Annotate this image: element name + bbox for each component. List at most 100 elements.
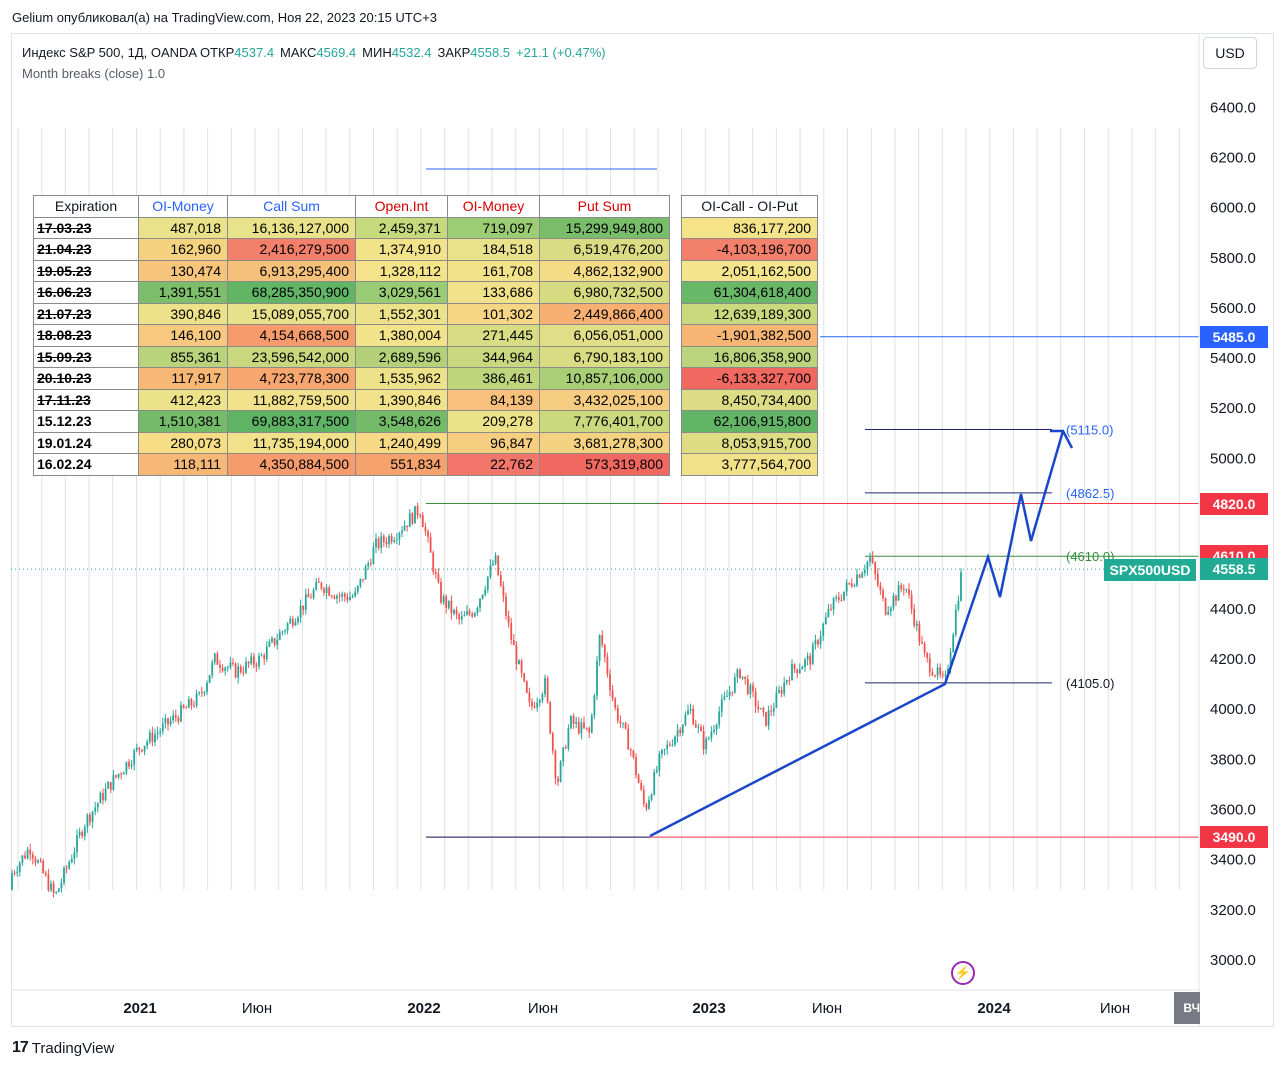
close-label: ЗАКР	[437, 45, 471, 60]
value-cell: 1,328,112	[355, 259, 448, 282]
candle-body	[791, 664, 793, 681]
brand-name: TradingView	[31, 1039, 115, 1057]
indicator-line[interactable]: Month breaks (close) 1.0	[22, 66, 166, 81]
candle-body	[55, 891, 58, 893]
price-tick-label: 4000.0	[1210, 701, 1256, 718]
candle-body	[16, 871, 19, 873]
candle-body	[702, 731, 705, 750]
candle-body	[793, 664, 796, 670]
candle-body	[343, 593, 346, 597]
value-cell: -1,901,382,500	[681, 324, 818, 347]
value-cell: 11,735,194,000	[227, 431, 356, 454]
candle-body	[583, 722, 585, 728]
value-cell: 16,136,127,000	[227, 216, 356, 239]
level-label: (4105.0)	[1066, 676, 1114, 691]
candle-body	[21, 855, 24, 863]
value-cell: 118,111	[138, 453, 228, 476]
candle-body	[843, 591, 845, 601]
candle-body	[68, 862, 71, 869]
candle-body	[806, 655, 809, 660]
candle-body	[798, 669, 801, 674]
candle-body	[50, 883, 52, 891]
candle-body	[575, 721, 578, 724]
candle-body	[944, 674, 947, 676]
value-cell: 3,548,626	[355, 410, 448, 433]
candle-body	[749, 685, 752, 695]
candle-body	[198, 692, 201, 694]
candle-body	[941, 674, 944, 676]
candle-body	[720, 699, 723, 712]
value-cell: 162,960	[138, 238, 228, 261]
candle-body	[31, 854, 34, 859]
chart-frame[interactable]	[11, 33, 1274, 1027]
candle-body	[512, 640, 515, 646]
candle-body	[393, 540, 396, 542]
candle-body	[845, 583, 848, 592]
candle-body	[666, 744, 669, 750]
value-cell: 4,723,778,300	[227, 367, 356, 390]
candle-body	[697, 726, 700, 728]
candle-body	[424, 526, 427, 532]
candle-body	[141, 749, 143, 752]
value-cell: 84,139	[447, 388, 540, 411]
candle-body	[315, 581, 318, 590]
candle-body	[715, 724, 718, 730]
price-tick-label: 5600.0	[1210, 300, 1256, 317]
candle-body	[484, 589, 487, 595]
candle-body	[73, 852, 76, 860]
candle-body	[710, 731, 713, 738]
candle-body	[434, 572, 437, 575]
candle-body	[863, 569, 866, 574]
candle-body	[840, 599, 843, 601]
symbol-tag: SPX500USD	[1104, 559, 1196, 581]
candle-body	[887, 611, 890, 615]
value-cell: 117,917	[138, 367, 228, 390]
value-cell: 69,883,317,500	[227, 410, 356, 433]
candle-body	[523, 673, 526, 682]
candle-body	[754, 691, 757, 707]
candle-body	[213, 653, 216, 663]
candle-body	[554, 750, 557, 779]
candle-body	[172, 715, 175, 721]
candle-body	[544, 678, 546, 695]
candle-body	[679, 729, 682, 733]
value-cell: 130,474	[138, 259, 228, 282]
candle-body	[934, 675, 936, 677]
candle-body	[624, 722, 627, 729]
candle-body	[195, 693, 198, 706]
candle-body	[258, 655, 260, 667]
candle-body	[242, 672, 245, 674]
expiration-cell: 20.10.23	[33, 367, 139, 390]
footer-brand[interactable]: 17 TradingView	[12, 1039, 114, 1057]
price-tick-label: 5000.0	[1210, 450, 1256, 467]
table-row: 19.01.24 280,073 11,735,194,000 1,240,499 96…	[33, 431, 818, 454]
candle-body	[390, 536, 393, 542]
column-header: Open.Int	[355, 195, 448, 218]
candle-body	[655, 770, 658, 772]
candle-body	[78, 831, 81, 836]
currency-button[interactable]: USD	[1203, 37, 1257, 69]
candle-body	[346, 596, 349, 601]
candle-body	[889, 607, 892, 612]
candle-body	[271, 638, 273, 642]
table-row: 21.04.23 162,960 2,416,279,500 1,374,910 184…	[33, 238, 818, 261]
candle-body	[362, 578, 364, 580]
candle-body	[632, 750, 635, 758]
candle-body	[440, 582, 442, 603]
candle-body	[107, 782, 110, 789]
corner-button[interactable]: ВЧ	[1174, 992, 1200, 1024]
level-labels: (5115.0) (4862.5) (4610.0) (4105.0)	[1066, 423, 1114, 691]
candle-body	[128, 762, 130, 767]
candle-body	[570, 716, 572, 729]
candle-body	[401, 530, 403, 534]
candle-body	[273, 638, 276, 645]
candle-body	[681, 725, 684, 733]
value-cell: 68,285,350,900	[227, 281, 356, 304]
candle-body	[294, 622, 297, 626]
candle-body	[788, 680, 791, 682]
lightning-icon[interactable]: ⚡	[951, 961, 975, 985]
value-cell: 2,689,596	[355, 345, 448, 368]
candle-body	[551, 733, 554, 751]
candle-body	[13, 872, 16, 874]
